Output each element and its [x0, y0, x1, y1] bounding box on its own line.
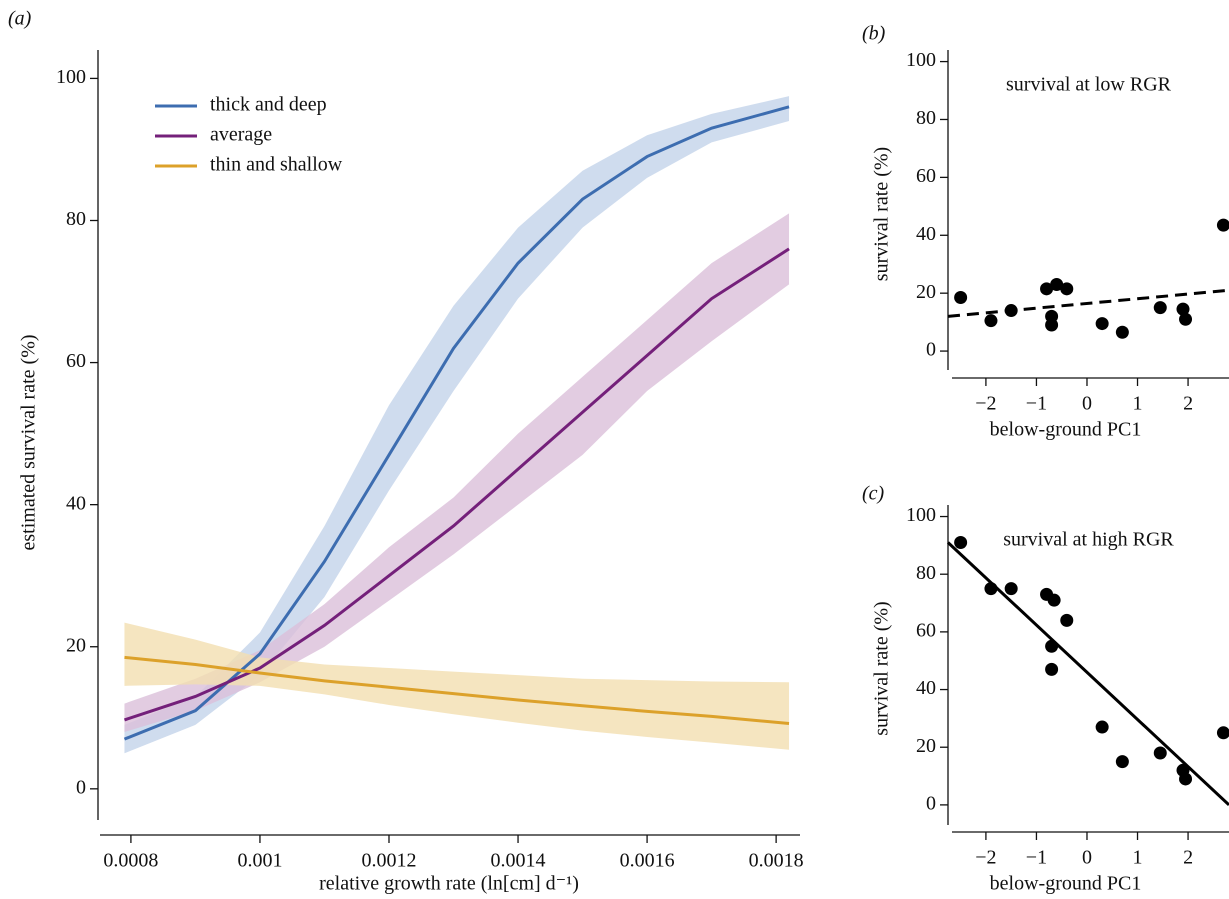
legend-label: average — [210, 124, 272, 146]
x-tick-label: 0 — [1082, 847, 1092, 869]
panel-label: (b) — [862, 23, 886, 45]
x-tick-label: −2 — [975, 847, 996, 869]
x-axis-label: relative growth rate (ln[cm] d⁻¹) — [319, 873, 579, 895]
legend-label: thick and deep — [210, 94, 327, 116]
x-tick-label: 0.0012 — [361, 850, 416, 872]
y-tick-label: 80 — [916, 107, 936, 129]
x-tick-label: −1 — [1026, 393, 1047, 415]
point — [1045, 662, 1059, 676]
y-tick-label: 40 — [66, 492, 86, 514]
y-tick-label: 0 — [926, 339, 936, 361]
panel-label: (a) — [8, 8, 32, 30]
y-tick-label: 40 — [916, 223, 936, 245]
point — [954, 291, 968, 305]
x-tick-label: 1 — [1133, 847, 1143, 869]
point — [1045, 639, 1059, 653]
line — [124, 655, 790, 725]
panel-label: (c) — [862, 483, 885, 505]
point — [1216, 726, 1229, 740]
point — [1004, 304, 1018, 318]
line — [123, 247, 790, 722]
point — [1060, 282, 1074, 296]
x-tick-label: 2 — [1183, 847, 1193, 869]
y-tick-label: 20 — [66, 634, 86, 656]
x-tick-label: 0.0014 — [491, 850, 546, 872]
x-tick-label: 0 — [1082, 393, 1092, 415]
point — [1095, 720, 1109, 734]
line — [123, 105, 790, 741]
confidence-band — [124, 213, 790, 732]
point — [1176, 302, 1190, 316]
point — [1153, 746, 1167, 760]
x-tick-label: 1 — [1133, 393, 1143, 415]
chart-title: survival at high RGR — [1003, 529, 1174, 551]
legend-label: thin and shallow — [210, 154, 343, 176]
y-axis-label: estimated survival rate (%) — [18, 334, 40, 550]
point — [1179, 312, 1193, 326]
point — [1047, 593, 1061, 607]
y-tick-label: 60 — [66, 350, 86, 372]
point — [1115, 325, 1129, 339]
point — [954, 535, 968, 549]
x-tick-label: 0.0018 — [749, 850, 804, 872]
y-axis-label: survival rate (%) — [871, 601, 893, 735]
chart-title: survival at low RGR — [1006, 74, 1172, 96]
point — [1095, 317, 1109, 331]
y-tick-label: 60 — [916, 165, 936, 187]
point — [984, 314, 998, 328]
y-tick-label: 80 — [66, 208, 86, 230]
y-tick-label: 0 — [76, 776, 86, 798]
y-tick-label: 100 — [906, 504, 936, 526]
point — [1050, 277, 1064, 291]
y-tick-label: 0 — [926, 792, 936, 814]
y-tick-label: 40 — [916, 677, 936, 699]
x-tick-label: 0.0016 — [620, 850, 675, 872]
point — [1115, 755, 1129, 769]
point — [1216, 218, 1229, 232]
confidence-band — [124, 622, 790, 750]
point — [1153, 301, 1167, 315]
x-tick-label: 0.001 — [237, 850, 282, 872]
x-tick-label: 2 — [1183, 393, 1193, 415]
x-tick-label: 0.0008 — [103, 850, 158, 872]
x-tick-label: −2 — [975, 393, 996, 415]
y-tick-label: 20 — [916, 281, 936, 303]
y-tick-label: 100 — [906, 49, 936, 71]
point — [1040, 282, 1054, 296]
fit-line — [947, 288, 1229, 318]
y-axis-label: survival rate (%) — [871, 147, 893, 281]
point — [1045, 318, 1059, 332]
point — [1179, 772, 1193, 786]
point — [1004, 582, 1018, 596]
y-tick-label: 60 — [916, 619, 936, 641]
point — [1060, 613, 1074, 627]
confidence-band — [124, 96, 790, 754]
y-tick-label: 100 — [56, 66, 86, 88]
y-tick-label: 80 — [916, 562, 936, 584]
x-axis-label: below-ground PC1 — [990, 873, 1142, 895]
x-tick-label: −1 — [1026, 847, 1047, 869]
x-axis-label: below-ground PC1 — [990, 419, 1142, 441]
point — [984, 582, 998, 596]
y-tick-label: 20 — [916, 735, 936, 757]
